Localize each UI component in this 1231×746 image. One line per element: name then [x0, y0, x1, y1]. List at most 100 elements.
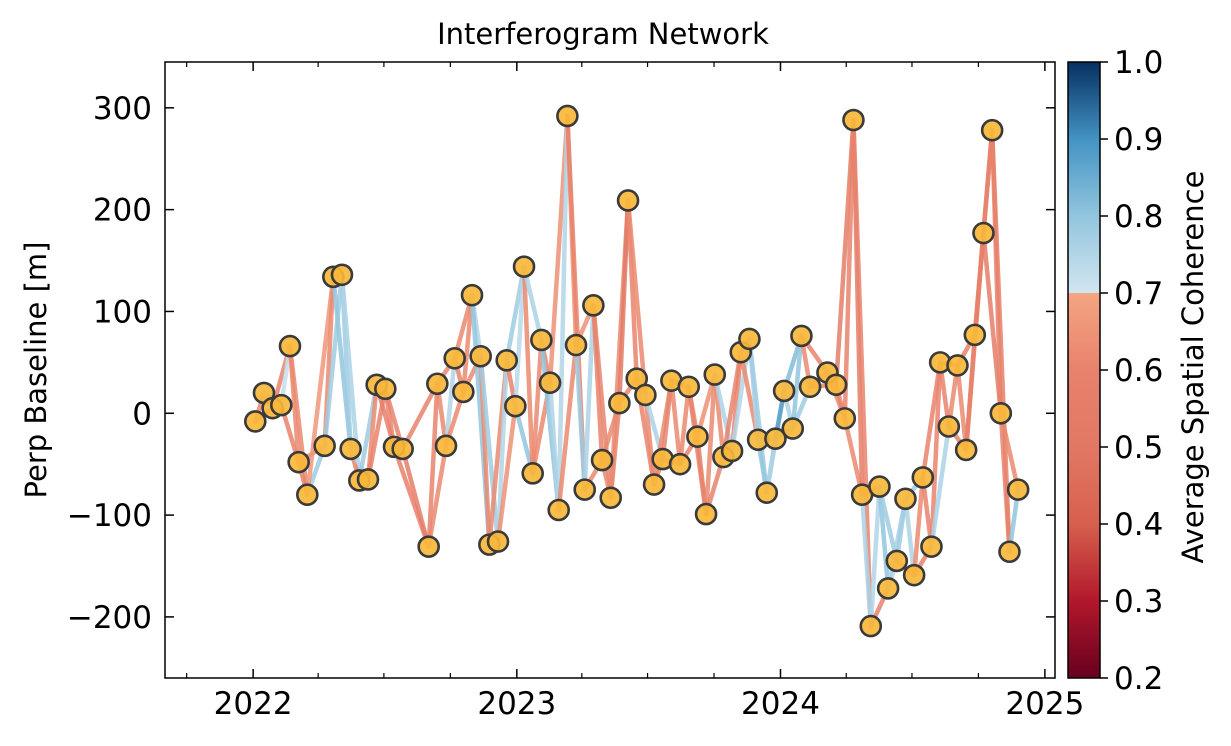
interferogram-edge	[859, 492, 874, 629]
interferogram-edge	[842, 117, 856, 421]
interferogram-edge	[513, 403, 535, 476]
acquisition-point	[434, 434, 458, 458]
interferogram-edge	[426, 381, 440, 549]
acquisition-point	[599, 486, 623, 510]
acquisition-point	[608, 391, 631, 415]
acquisition-point	[573, 478, 597, 501]
acquisition-point	[686, 425, 709, 448]
acquisition-point	[859, 614, 883, 638]
interferogram-edge	[322, 272, 345, 449]
acquisition-point	[954, 438, 978, 462]
interferogram-edge	[842, 416, 865, 497]
acquisition-point	[755, 481, 779, 504]
interferogram-edge	[955, 363, 969, 453]
acquisition-point	[885, 549, 909, 573]
acquisition-point	[452, 380, 475, 404]
acquisition-point	[417, 535, 440, 558]
acquisition-point	[486, 530, 510, 553]
interferogram-edge	[903, 496, 917, 578]
acquisition-point	[876, 577, 900, 600]
acquisition-point	[469, 344, 492, 368]
colorbar-label: Average Spatial Coherence	[1176, 171, 1210, 564]
acquisition-point	[330, 263, 354, 287]
interferogram-edge	[400, 381, 440, 452]
acquisition-point	[590, 448, 614, 472]
interferogram-edge	[495, 358, 509, 544]
interferogram-edge	[556, 342, 579, 513]
acquisition-point	[894, 487, 917, 511]
acquisition-point	[668, 452, 692, 476]
acquisition-point	[920, 535, 943, 558]
acquisition-point	[512, 255, 536, 278]
acquisition-point	[339, 437, 362, 461]
acquisition-point	[772, 379, 796, 403]
interferogram-edge	[669, 378, 683, 467]
interferogram-edge	[582, 303, 596, 492]
acquisition-point	[278, 334, 302, 358]
colorbar-tick-label: 0.5	[1114, 430, 1163, 466]
interferogram-edge	[625, 198, 648, 398]
plot-frame	[164, 61, 1056, 679]
y-tick-label: −200	[67, 600, 152, 636]
colorbar-tick-label: 0.9	[1114, 122, 1163, 158]
interferogram-edge	[478, 354, 501, 544]
acquisition-point	[781, 417, 805, 440]
acquisition-point	[426, 372, 449, 396]
acquisition-point	[972, 221, 995, 245]
interferogram-edge	[426, 443, 449, 549]
interferogram-edge	[868, 484, 882, 629]
x-tick-label: 2023	[477, 686, 556, 722]
acquisition-point	[738, 327, 761, 351]
acquisition-point	[703, 363, 727, 386]
acquisition-point	[521, 462, 545, 485]
acquisition-point	[868, 475, 891, 498]
interferogram-edge	[617, 198, 631, 406]
acquisition-point	[556, 104, 579, 128]
acquisition-point	[694, 502, 718, 526]
acquisition-point	[538, 371, 562, 395]
acquisition-point	[616, 189, 640, 212]
acquisition-point	[460, 283, 484, 307]
acquisition-point	[244, 410, 267, 433]
y-axis-ticks: −200 −100 0 100 200 300	[67, 91, 1055, 636]
acquisition-point	[634, 383, 657, 407]
interferogram-edge	[556, 113, 570, 513]
interferogram-edge	[305, 274, 336, 497]
interferogram-edge	[703, 372, 717, 517]
colorbar-tick-label: 0.4	[1114, 507, 1163, 543]
acquisition-point	[833, 407, 857, 430]
colorbar-tick-label: 0.3	[1114, 584, 1163, 620]
colorbar-ticks: 0.2 0.3 0.4 0.5 0.6 0.7 0.8 0.9 1.0	[1100, 45, 1163, 697]
x-tick-label: 2024	[741, 686, 820, 722]
interferogram-edge	[851, 117, 874, 629]
x-tick-label: 2025	[1005, 686, 1084, 722]
acquisition-point	[980, 118, 1004, 142]
colorbar-tick-label: 0.6	[1114, 353, 1163, 389]
interferogram-edge	[443, 356, 457, 449]
acquisition-point	[963, 323, 987, 347]
acquisition-point	[374, 377, 397, 401]
acquisition-point	[998, 540, 1021, 564]
acquisition-point	[504, 394, 527, 418]
colorbar-tick-label: 0.2	[1114, 661, 1163, 697]
interferogram-edge	[521, 264, 535, 476]
interferogram-edge	[929, 424, 952, 549]
y-tick-label: 0	[132, 396, 152, 432]
acquisition-point	[443, 346, 466, 370]
interferogram-edge	[400, 446, 431, 549]
acquisition-point	[902, 563, 926, 587]
acquisition-point	[270, 393, 293, 417]
interferogram-edge	[998, 411, 1021, 492]
acquisition-point	[842, 108, 865, 132]
acquisition-point	[547, 498, 571, 522]
acquisition-point	[911, 466, 935, 489]
interferogram-edge	[790, 333, 804, 431]
acquisition-point	[764, 427, 787, 451]
acquisition-point	[720, 439, 744, 463]
acquisition-point	[1006, 478, 1030, 501]
acquisition-point	[824, 373, 848, 397]
acquisition-point	[989, 401, 1013, 425]
chart-title: Interferogram Network	[437, 17, 769, 51]
interferogram-edge	[712, 372, 735, 454]
